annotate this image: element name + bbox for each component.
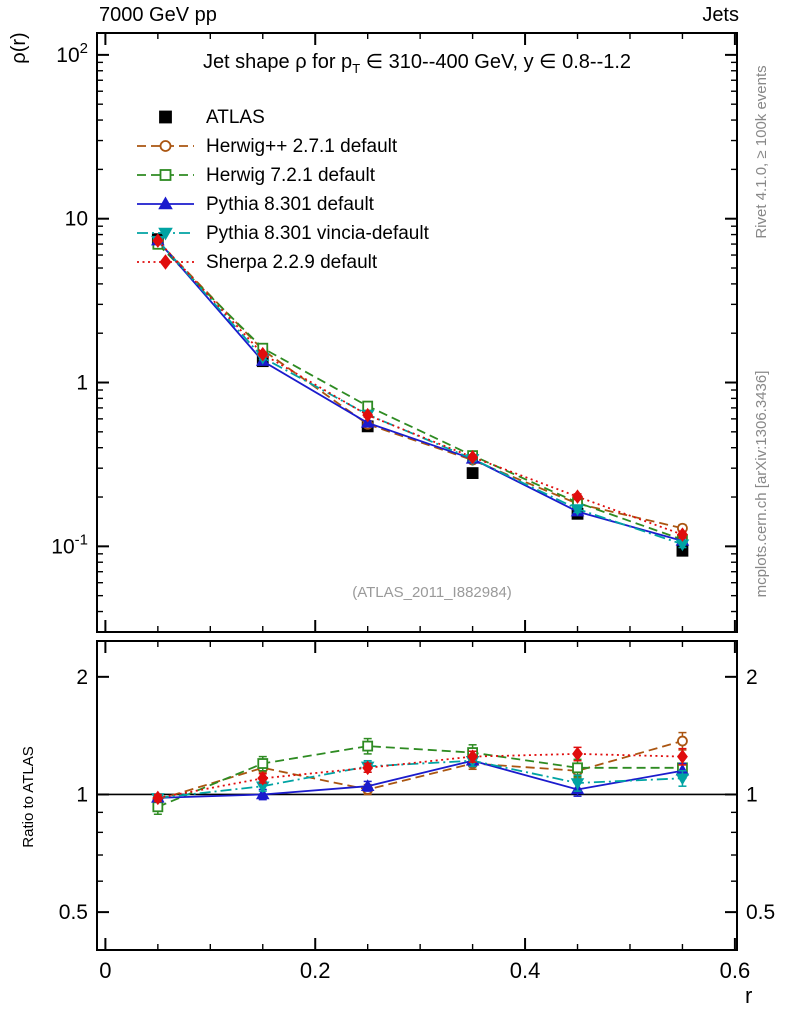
svg-text:0: 0 bbox=[99, 958, 111, 983]
svg-text:Herwig++ 2.7.1 default: Herwig++ 2.7.1 default bbox=[206, 136, 398, 157]
svg-text:Pythia 8.301 default: Pythia 8.301 default bbox=[206, 194, 375, 215]
svg-text:102: 102 bbox=[56, 40, 88, 67]
rivet-version-label: Rivet 4.1.0, ≥ 100k events bbox=[753, 65, 770, 239]
svg-text:0.5: 0.5 bbox=[59, 901, 88, 924]
analysis-watermark: (ATLAS_2011_I882984) bbox=[352, 584, 512, 601]
svg-text:1: 1 bbox=[746, 783, 758, 806]
svg-text:0.5: 0.5 bbox=[746, 901, 775, 924]
svg-text:10: 10 bbox=[65, 208, 88, 231]
svg-text:Pythia 8.301 vincia-default: Pythia 8.301 vincia-default bbox=[206, 223, 430, 244]
svg-text:Herwig 7.2.1 default: Herwig 7.2.1 default bbox=[206, 165, 376, 186]
beam-label: 7000 GeV pp bbox=[99, 4, 217, 26]
plot-title-pre: Jet shape ρ for p bbox=[202, 51, 353, 73]
main-y-axis-label: ρ(r) bbox=[8, 32, 30, 64]
svg-text:2: 2 bbox=[746, 666, 758, 689]
svg-text:ATLAS: ATLAS bbox=[206, 107, 265, 128]
x-axis-label: r bbox=[745, 983, 753, 1008]
svg-text:1: 1 bbox=[76, 783, 88, 806]
svg-text:1: 1 bbox=[76, 372, 88, 395]
svg-text:10-1: 10-1 bbox=[51, 531, 88, 558]
svg-text:0.2: 0.2 bbox=[300, 958, 331, 983]
plot-title: Jet shape ρ for pT ∈ 310--400 GeV, y ∈ 0… bbox=[203, 49, 631, 76]
svg-text:0.6: 0.6 bbox=[720, 958, 751, 983]
svg-text:Sherpa 2.2.9 default: Sherpa 2.2.9 default bbox=[206, 252, 378, 273]
plot-title-subscript: T bbox=[352, 61, 361, 76]
mcplots-arxiv-label: mcplots.cern.ch [arXiv:1306.3436] bbox=[753, 370, 770, 598]
plot-title-post: ∈ 310--400 GeV, y ∈ 0.8--1.2 bbox=[360, 51, 632, 73]
process-label: Jets bbox=[702, 4, 739, 26]
ratio-y-axis-label: Ratio to ATLAS bbox=[20, 746, 37, 848]
svg-text:0.4: 0.4 bbox=[510, 958, 541, 983]
svg-text:2: 2 bbox=[76, 666, 88, 689]
